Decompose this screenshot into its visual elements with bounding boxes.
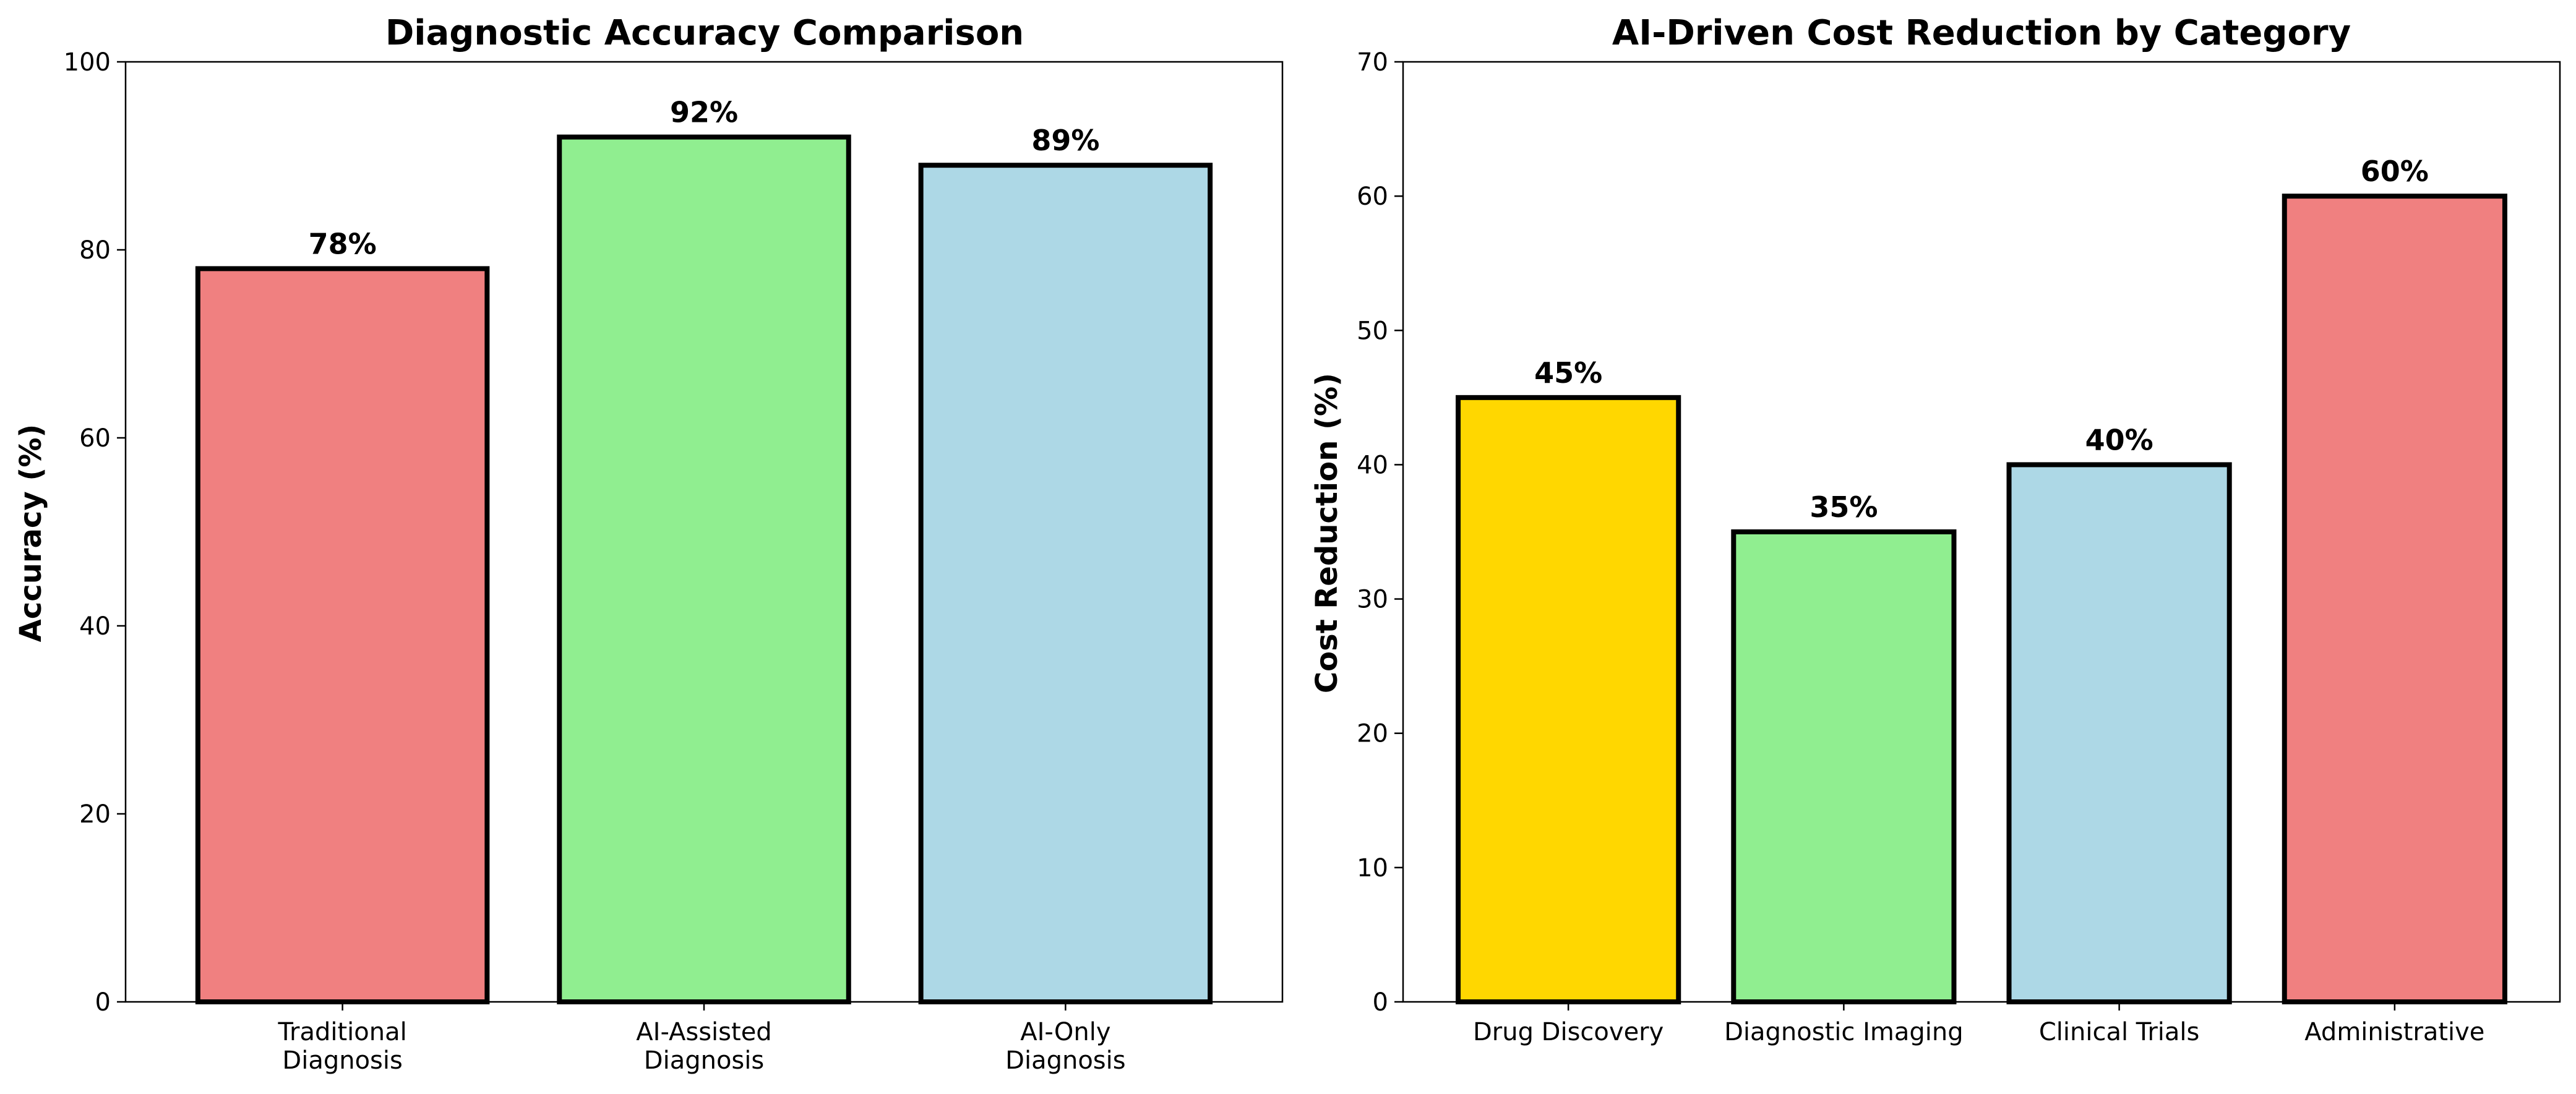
- y-tick-label: 0: [95, 988, 111, 1017]
- x-tick-label: Drug Discovery: [1473, 1018, 1664, 1046]
- data-label: 40%: [2085, 423, 2153, 456]
- y-axis-label: Accuracy (%): [14, 424, 48, 643]
- data-label: 35%: [1810, 490, 1878, 524]
- data-label: 92%: [670, 96, 738, 129]
- x-tick-label: Traditional Diagnosis: [277, 1018, 406, 1075]
- y-tick-label: 70: [1357, 48, 1388, 77]
- y-tick-label: 20: [1357, 720, 1388, 748]
- y-tick-label: 40: [1357, 451, 1388, 479]
- x-tick-label: Administrative: [2304, 1018, 2484, 1046]
- data-label: 60%: [2361, 155, 2429, 188]
- x-tick-label: AI-Only Diagnosis: [1005, 1018, 1125, 1075]
- y-axis-label: Cost Reduction (%): [1310, 373, 1344, 693]
- bar: [557, 134, 851, 1005]
- bar: [1456, 395, 1681, 1004]
- y-tick-label: 20: [79, 800, 111, 829]
- x-tick-label: Clinical Trials: [2039, 1018, 2200, 1046]
- data-label: 78%: [309, 227, 377, 260]
- bar: [918, 163, 1213, 1005]
- chart-panel-cost-reduction: AI-Driven Cost Reduction by Category Cos…: [1310, 13, 2561, 1046]
- x-tick-label: Diagnostic Imaging: [1724, 1018, 1964, 1046]
- bar: [2006, 462, 2232, 1004]
- y-tick-label: 60: [79, 424, 111, 453]
- plot-frame: [124, 61, 1284, 1003]
- bar: [1731, 529, 1957, 1004]
- y-tick-label: 30: [1357, 586, 1388, 614]
- data-label: 89%: [1031, 124, 1099, 157]
- y-tick-label: 0: [1373, 988, 1388, 1017]
- chart-title: Diagnostic Accuracy Comparison: [385, 13, 1024, 53]
- bar: [195, 266, 490, 1004]
- y-tick-label: 60: [1357, 182, 1388, 211]
- chart-title: AI-Driven Cost Reduction by Category: [1612, 13, 2351, 53]
- y-tick-label: 80: [79, 236, 111, 265]
- chart-panel-accuracy: Diagnostic Accuracy Comparison Accuracy …: [14, 13, 1284, 1075]
- x-tick-label: AI-Assisted Diagnosis: [636, 1018, 771, 1075]
- bar: [2282, 194, 2507, 1005]
- y-tick-label: 50: [1357, 317, 1388, 345]
- plot-frame: [1402, 61, 2561, 1003]
- y-tick-label: 10: [1357, 854, 1388, 882]
- y-tick-label: 40: [79, 612, 111, 641]
- y-tick-label: 100: [64, 48, 111, 77]
- data-label: 45%: [1534, 356, 1602, 390]
